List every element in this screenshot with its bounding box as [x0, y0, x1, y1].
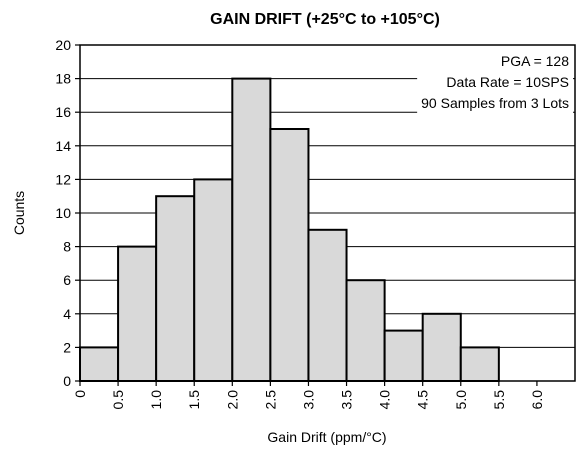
y-tick-label: 6	[63, 272, 71, 288]
y-tick-label: 8	[63, 239, 71, 255]
y-tick-label: 2	[63, 339, 71, 355]
y-tick-label: 12	[55, 171, 71, 187]
y-axis-label: Counts	[11, 191, 27, 235]
chart-title: GAIN DRIFT (+25°C to +105°C)	[210, 11, 440, 28]
annotation-line: PGA = 128	[501, 53, 569, 69]
histogram-bar	[117, 245, 158, 382]
x-tick-label: 0.5	[110, 390, 126, 410]
x-tick-label: 3.0	[300, 390, 316, 410]
x-tick-label: 5.0	[453, 390, 469, 410]
annotation-line: Data Rate = 10SPS	[446, 74, 569, 90]
histogram-bar	[459, 346, 500, 382]
histogram-bar	[193, 178, 234, 382]
annotation-background	[417, 47, 573, 113]
annotation-box: PGA = 128 Data Rate = 10SPS 90 Samples fro…	[417, 47, 573, 113]
y-tick-label: 16	[55, 104, 71, 120]
annotation-line: 90 Samples from 3 Lots	[421, 95, 569, 111]
x-tick-label: 1.5	[186, 390, 202, 410]
x-tick-label: 5.5	[491, 390, 507, 410]
y-tick-label: 18	[55, 71, 71, 87]
bars-group	[79, 77, 500, 383]
x-tick-label: 2.5	[262, 390, 278, 410]
histogram-bar	[155, 195, 196, 382]
x-tick-label: 2.0	[224, 390, 240, 410]
histogram-bar	[307, 228, 348, 382]
y-tick-label: 20	[55, 37, 71, 53]
y-tick-label: 4	[63, 306, 71, 322]
y-tick-label: 0	[63, 373, 71, 389]
histogram-bar	[383, 329, 424, 383]
histogram-bar	[79, 346, 120, 382]
y-tick-label: 14	[55, 138, 71, 154]
x-tick-label: 6.0	[529, 390, 545, 410]
x-tick-label: 4.0	[377, 390, 393, 410]
x-tick-label: 3.5	[339, 390, 355, 410]
histogram-bar	[231, 77, 272, 382]
axis-ticks: 0 2 4 6 8 10 12 14 16 18 20 0 0.5 1.0 1.5 2.0 2.5 3.0 3.5 4…	[55, 37, 545, 409]
histogram-bar	[421, 312, 462, 382]
histogram-bar	[345, 279, 386, 383]
y-tick-label: 10	[55, 205, 71, 221]
x-tick-label: 1.0	[148, 390, 164, 410]
x-axis-label: Gain Drift (ppm/°C)	[267, 429, 386, 445]
x-tick-label: 4.5	[415, 390, 431, 410]
x-tick-label: 0	[72, 390, 88, 398]
histogram-bar	[269, 128, 310, 382]
